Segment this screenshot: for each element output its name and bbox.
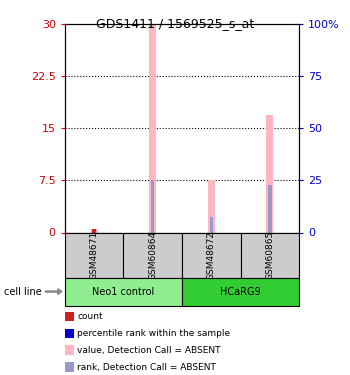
Bar — [92, 230, 96, 232]
Text: GSM60864: GSM60864 — [148, 230, 157, 280]
Text: GSM48671: GSM48671 — [90, 230, 99, 280]
Text: count: count — [77, 312, 103, 321]
Bar — [268, 185, 272, 232]
Text: cell line: cell line — [4, 286, 41, 297]
Bar — [151, 180, 154, 232]
Bar — [91, 229, 98, 232]
Text: GSM48672: GSM48672 — [207, 231, 216, 279]
Bar — [266, 115, 273, 232]
Bar — [182, 278, 299, 306]
Text: HCaRG9: HCaRG9 — [220, 286, 261, 297]
Bar — [65, 278, 182, 306]
Text: GSM60865: GSM60865 — [265, 230, 274, 280]
Bar — [65, 232, 123, 278]
Bar — [149, 24, 156, 232]
Bar — [208, 180, 215, 232]
Bar — [92, 229, 96, 232]
Text: percentile rank within the sample: percentile rank within the sample — [77, 329, 230, 338]
Text: Neo1 control: Neo1 control — [92, 286, 154, 297]
Bar — [210, 217, 213, 232]
Bar — [182, 232, 241, 278]
Text: GDS1411 / 1569525_s_at: GDS1411 / 1569525_s_at — [96, 17, 254, 30]
Bar — [241, 232, 299, 278]
Text: rank, Detection Call = ABSENT: rank, Detection Call = ABSENT — [77, 363, 216, 372]
Bar — [123, 232, 182, 278]
Text: value, Detection Call = ABSENT: value, Detection Call = ABSENT — [77, 346, 220, 355]
